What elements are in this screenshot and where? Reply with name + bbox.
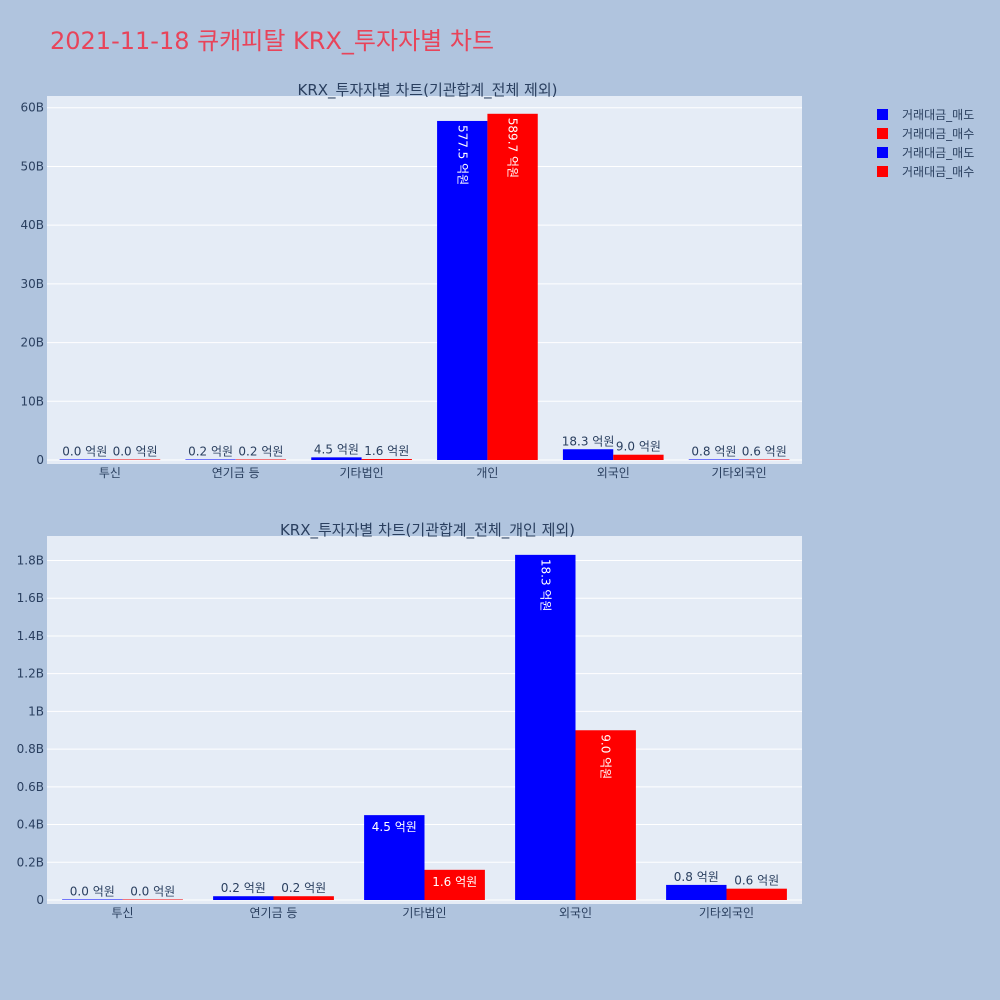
bar-sell	[562, 449, 614, 460]
y-tick-label: 1.2B	[17, 667, 44, 681]
y-tick-label: 1.4B	[17, 629, 44, 643]
bar-value-label: 4.5 억원	[372, 820, 417, 834]
bar-buy	[273, 896, 334, 900]
x-tick-label: 기타외국인	[699, 906, 754, 920]
y-tick-label: 0.6B	[17, 780, 44, 794]
bar-value-label: 0.0 억원	[62, 445, 107, 459]
y-tick-label: 1.8B	[17, 554, 44, 568]
chart-bottom: 0 0.2B 0.4B 0.6B 0.8B 1B 1.2B 1.4B 1.6B 1.8B KRX_투…	[17, 521, 802, 920]
bar-value-label: 589.7 억원	[506, 118, 520, 178]
bar-value-label: 0.6 억원	[742, 445, 787, 459]
chart-top: 0 10B 20B 30B 40B 50B 60B KRX_투자자별 차트(기관합계_전체 제…	[20, 81, 802, 480]
bar-buy	[575, 730, 636, 900]
bar-buy	[739, 459, 790, 460]
y-tick-label: 1B	[28, 704, 44, 718]
y-tick-label: 0	[36, 893, 44, 907]
bar-value-label: 18.3 억원	[562, 434, 615, 448]
y-tick-label: 40B	[20, 218, 44, 232]
bar-sell	[688, 459, 740, 460]
bar-buy	[122, 899, 183, 900]
bar-value-label: 0.2 억원	[281, 881, 326, 895]
bar-sell	[666, 884, 727, 900]
bar-value-label: 0.8 억원	[674, 870, 719, 884]
subplot-title: KRX_투자자별 차트(기관합계_전체 제외)	[298, 81, 558, 100]
x-tick-label: 기타법인	[339, 466, 383, 480]
bar-value-label: 0.8 억원	[691, 445, 736, 459]
bar-sell	[364, 815, 425, 900]
legend-label: 거래대금_매도	[902, 108, 974, 122]
legend-label: 거래대금_매수	[902, 165, 974, 179]
bar-sell	[62, 899, 123, 900]
bar-sell	[185, 459, 236, 460]
bar-sell	[59, 459, 110, 460]
subplot-title: KRX_투자자별 차트(기관합계_전체_개인 제외)	[280, 521, 575, 540]
bar-value-label: 0.0 억원	[113, 445, 158, 459]
x-tick-label: 투신	[111, 906, 133, 920]
bar-sell	[311, 457, 362, 460]
bar-value-label: 1.6 억원	[364, 444, 409, 458]
legend-swatch	[877, 109, 888, 120]
bar-buy	[109, 459, 161, 460]
y-tick-label: 0.4B	[17, 818, 44, 832]
bar-value-label: 9.0 억원	[599, 734, 613, 779]
bar-value-label: 1.6 억원	[432, 875, 477, 889]
bar-value-label: 0.6 억원	[734, 874, 779, 888]
bar-value-label: 0.2 억원	[188, 445, 233, 459]
bar-sell	[515, 554, 576, 900]
bar-value-label: 0.2 억원	[238, 445, 283, 459]
y-tick-label: 0.8B	[17, 742, 44, 756]
legend-swatch	[877, 147, 888, 158]
y-tick-label: 10B	[20, 394, 44, 408]
bar-value-label: 18.3 억원	[538, 559, 552, 612]
bar-buy	[613, 454, 664, 460]
x-tick-label: 기타외국인	[711, 466, 766, 480]
bar-buy	[487, 113, 538, 460]
bar-value-label: 577.5 억원	[455, 125, 469, 185]
bar-value-label: 0.0 억원	[130, 885, 175, 899]
x-tick-label: 기타법인	[402, 906, 446, 920]
bar-sell	[213, 896, 274, 900]
y-tick-label: 1.6B	[17, 591, 44, 605]
bar-sell	[437, 120, 488, 461]
y-tick-label: 20B	[20, 336, 44, 350]
bar-buy	[726, 888, 787, 900]
bar-buy	[235, 459, 287, 460]
x-tick-label: 연기금 등	[212, 466, 260, 480]
x-tick-label: 연기금 등	[250, 906, 298, 920]
bar-value-label: 0.0 억원	[70, 885, 115, 899]
bar-value-label: 9.0 억원	[616, 440, 661, 454]
legend-swatch	[877, 128, 888, 139]
bar-buy	[424, 869, 485, 900]
bar-value-label: 4.5 억원	[314, 442, 359, 456]
legend-label: 거래대금_매도	[902, 146, 974, 160]
y-tick-label: 60B	[20, 101, 44, 115]
y-tick-label: 30B	[20, 277, 44, 291]
plot-area	[47, 96, 802, 464]
legend-swatch	[877, 166, 888, 177]
y-tick-label: 0.2B	[17, 855, 44, 869]
x-tick-label: 외국인	[597, 466, 630, 480]
legend-label: 거래대금_매수	[902, 127, 974, 141]
x-tick-label: 개인	[476, 466, 498, 480]
y-tick-label: 0	[36, 453, 44, 467]
y-tick-label: 50B	[20, 159, 44, 173]
x-tick-label: 투신	[99, 466, 121, 480]
bar-value-label: 0.2 억원	[221, 881, 266, 895]
page-title: 2021-11-18 큐캐피탈 KRX_투자자별 차트	[50, 27, 494, 55]
x-tick-label: 외국인	[559, 906, 592, 920]
bar-buy	[361, 459, 412, 460]
